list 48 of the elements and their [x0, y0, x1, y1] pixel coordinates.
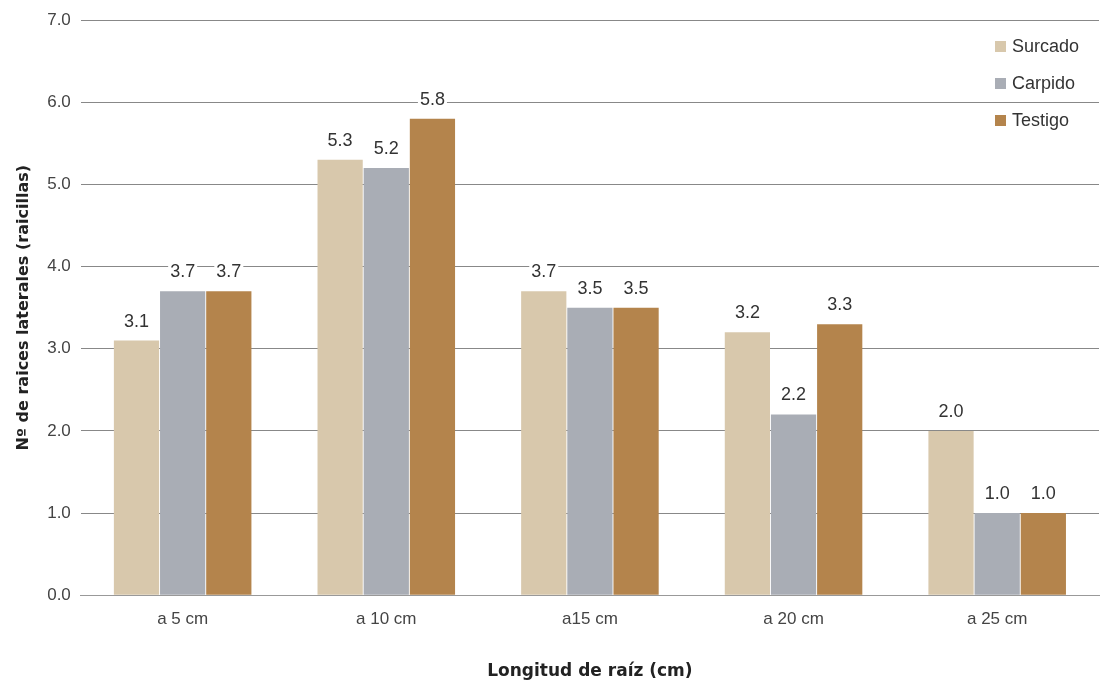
- data-label: 1.0: [1030, 483, 1056, 504]
- data-label: 3.7: [216, 261, 242, 282]
- data-label: 3.7: [170, 261, 196, 282]
- bar: [724, 332, 771, 595]
- data-label: 5.3: [327, 129, 353, 150]
- y-tick-label: 6.0: [47, 92, 71, 112]
- data-label: 2.0: [938, 400, 964, 421]
- y-tick-label: 3.0: [47, 338, 71, 358]
- x-tick-label: a 25 cm: [966, 609, 1028, 629]
- data-label: 2.2: [781, 384, 807, 405]
- x-tick-label: a 20 cm: [763, 609, 824, 629]
- bar: [567, 307, 613, 595]
- data-label: 3.2: [734, 302, 760, 323]
- bar: [974, 513, 1020, 595]
- legend-label: Surcado: [1011, 36, 1079, 58]
- bar: [363, 168, 409, 595]
- x-tick-label: a15 cm: [562, 609, 618, 629]
- data-label: 5.8: [419, 88, 445, 109]
- y-tick-label: 4.0: [47, 256, 71, 276]
- y-tick-label: 5.0: [47, 174, 71, 194]
- data-label: 1.0: [984, 483, 1010, 504]
- data-label: 3.7: [531, 261, 557, 282]
- legend-label: Testigo: [1011, 110, 1069, 132]
- data-label: 3.5: [623, 277, 649, 298]
- y-tick-label: 1.0: [47, 502, 71, 522]
- data-label: 5.2: [373, 138, 399, 159]
- x-axis-title: Longitud de raíz (cm): [487, 660, 693, 681]
- data-label: 3.3: [827, 294, 853, 315]
- bar: [817, 324, 863, 595]
- bar: [613, 307, 659, 595]
- bar: [317, 159, 363, 595]
- bar: [770, 414, 817, 595]
- legend-label: Carpido: [1011, 73, 1075, 95]
- bar: [113, 340, 160, 595]
- x-tick-label: a 10 cm: [356, 609, 417, 629]
- x-tick-label: a 5 cm: [157, 609, 209, 629]
- y-axis-title: Nº de raices laterales (raicillas): [12, 164, 32, 451]
- data-label: 3.1: [123, 310, 150, 331]
- bar: [206, 291, 252, 595]
- y-tick-label: 2.0: [47, 420, 71, 440]
- data-label: 3.5: [577, 277, 603, 298]
- y-tick-label: 0.0: [47, 584, 71, 604]
- bar: [928, 430, 974, 595]
- bar: [1020, 513, 1066, 595]
- bar: [409, 118, 456, 595]
- y-tick-label: 7.0: [47, 9, 71, 29]
- bar: [521, 291, 567, 595]
- bar: [160, 291, 206, 595]
